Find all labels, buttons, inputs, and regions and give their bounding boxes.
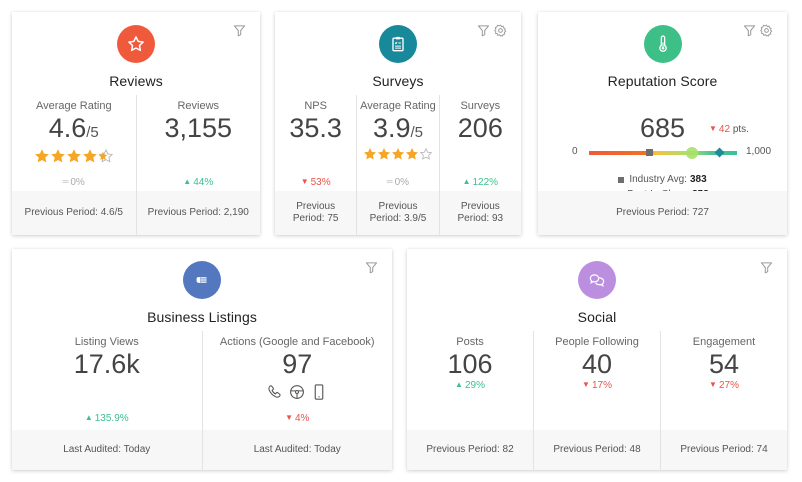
card-title: Reviews [109,73,163,89]
previous-period: Previous Period: 3.9/5 [357,191,439,235]
chat-bubbles-icon [578,261,616,299]
current-score-marker [686,147,698,159]
equal-icon: ═ [62,177,69,186]
scale-min: 0 [572,146,578,157]
previous-period: Previous Period: 75 [275,191,357,235]
arrow-down-icon: ▼ [709,124,717,133]
arrow-up-icon: ▲ [455,380,463,389]
delta-badge: ▲ 122% [462,177,499,188]
metric-actions: Actions (Google and Facebook) 97 ▼ 4% Las… [201,331,393,470]
legend-industry-avg: Industry Avg: 383 [538,172,787,187]
surveys-card: Surveys NPS 35.3 ▼ 53% Previous Period: 7… [275,12,521,235]
metric-label: Posts [456,336,484,348]
metric-value: 54 [708,349,740,379]
delta-badge: ▲ 44% [183,177,214,188]
score-gradient-bar [589,151,737,155]
metric-value: 3,155 [164,113,233,143]
last-audited: Last Audited: Today [202,430,392,470]
star-rating [12,148,136,164]
delta-badge: ▼ 53% [300,177,331,188]
arrow-down-icon: ▼ [582,380,590,389]
metric-average-rating: Average Rating 4.6/5 ═ 0% Previous Period… [12,95,136,235]
delta-badge: ═ 0% [386,177,410,188]
delta-badge: ═ 0% [62,177,85,188]
delta-badge: ▲ 135.9% [84,413,129,424]
metric-listing-views: Listing Views 17.6k ▲ 135.9% Last Audited… [12,331,202,470]
card-title: Business Listings [147,309,257,325]
scale-max: 1,000 [746,146,772,157]
phone-icon [266,383,284,406]
metric-engagement: Engagement 54 ▼ 27% Previous Period: 74 [660,331,787,470]
metric-label: People Following [555,336,639,348]
previous-period: Previous Period: 2,190 [136,191,260,235]
clipboard-icon [379,25,417,63]
metric-label: Average Rating [35,100,112,112]
business-listings-card: Business Listings Listing Views 17.6k ▲ 1… [12,249,392,470]
equal-icon: ═ [386,177,393,186]
delta-badge: ▼ 27% [709,380,739,391]
delta-badge: ▼ 17% [582,380,612,391]
best-in-class-marker [714,147,725,158]
reputation-card: Reputation Score 685 ▼ 42 pts. 0 1,000 In… [538,12,787,235]
metric-value: 97 [282,349,313,379]
metric-surveys: Surveys 206 ▲ 122% Previous Period: 93 [438,95,521,235]
reputation-score: 685 [639,113,686,143]
metric-value: 206 [457,113,503,143]
previous-period: Previous Period: 4.6/5 [12,191,136,235]
arrow-up-icon: ▲ [84,413,93,422]
last-audited: Last Audited: Today [12,430,202,470]
star-rating [357,147,438,161]
card-title: Reputation Score [607,73,718,89]
star-icon [117,25,155,63]
metric-reviews: Reviews 3,155 ▲ 44% Previous Period: 2,19… [135,95,260,235]
previous-period: Previous Period: 74 [661,430,787,470]
card-title: Surveys [372,73,424,89]
metric-label: Average Rating [360,100,436,112]
metric-average-rating: Average Rating 3.9/5 ═ 0% Previous Period… [356,95,439,235]
metric-label: Listing Views [74,336,139,348]
score-scale: 0 1,000 [538,146,787,160]
metric-value: 4.6/5 [48,113,99,143]
arrow-down-icon: ▼ [709,380,717,389]
reputation-score-row: 685 ▼ 42 pts. [538,113,787,144]
card-title: Social [577,309,617,325]
industry-avg-marker [646,149,653,156]
listing-icon [183,261,221,299]
metric-value: 3.9/5 [372,113,424,143]
metric-label: Reviews [177,100,220,112]
square-icon [618,176,625,183]
metric-value: 40 [581,349,613,379]
metric-label: NPS [304,100,327,112]
reviews-card: Reviews Average Rating 4.6/5 ═ 0% Previou… [12,12,260,235]
steering-wheel-icon [288,383,306,406]
metric-label: Actions (Google and Facebook) [219,336,375,348]
thermometer-icon [643,25,682,63]
delta-badge: ▲ 29% [455,380,485,391]
metric-value: 17.6k [73,349,140,379]
delta-badge: ▼ 42 pts. [709,124,749,135]
arrow-up-icon: ▲ [183,177,192,186]
previous-period: Previous Period: 82 [407,430,533,470]
previous-period: Previous Period: 93 [439,191,521,235]
arrow-down-icon: ▼ [300,177,309,186]
metric-nps: NPS 35.3 ▼ 53% Previous Period: 75 [275,95,357,235]
previous-period: Previous Period: 727 [538,191,787,235]
mobile-icon [310,383,328,406]
arrow-down-icon: ▼ [285,413,293,422]
metric-posts: Posts 106 ▲ 29% Previous Period: 82 [407,331,533,470]
previous-period: Previous Period: 48 [534,430,660,470]
metric-people-following: People Following 40 ▼ 17% Previous Period… [533,331,660,470]
delta-badge: ▼ 4% [285,413,310,424]
metric-label: Surveys [460,100,501,112]
metric-label: Engagement [692,336,756,348]
arrow-up-icon: ▲ [462,177,471,186]
action-icons [203,383,393,406]
metric-value: 35.3 [289,113,342,143]
metric-value: 106 [447,349,493,379]
social-card: Social Posts 106 ▲ 29% Previous Period: 8… [407,249,787,470]
